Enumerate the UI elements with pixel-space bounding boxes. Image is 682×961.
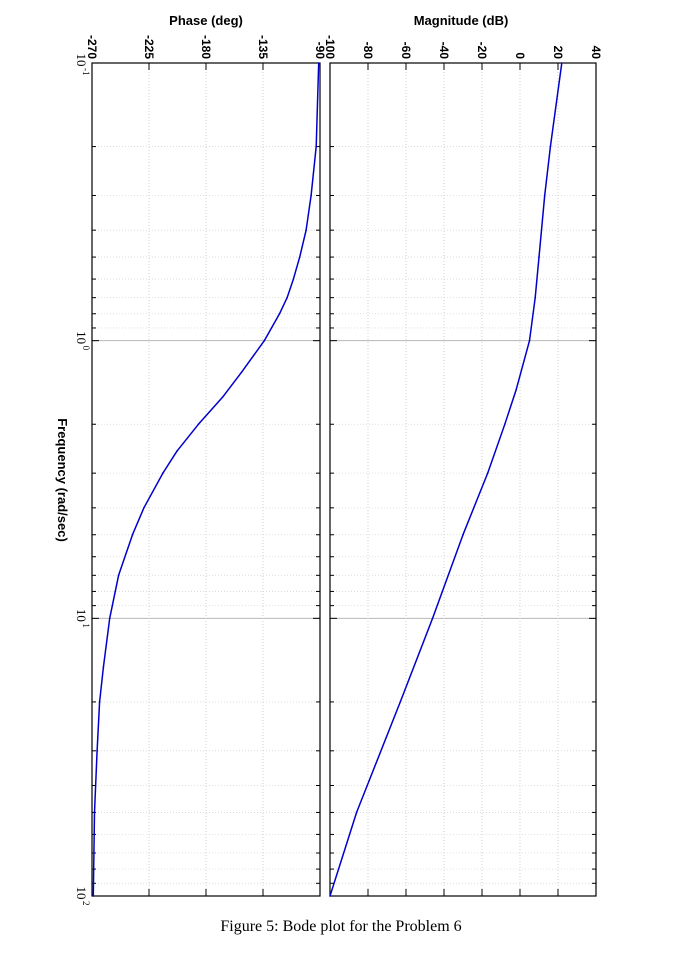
frequency-axis-title: Frequency (rad/sec): [55, 418, 70, 542]
phase-data-point: [286, 296, 288, 299]
phase-data-point: [162, 472, 164, 474]
grid-lines: [91, 62, 597, 897]
magnitude-tick-label: -80: [361, 42, 375, 60]
phase-tick-label: -90: [313, 42, 327, 60]
magnitude-data-point: [329, 895, 331, 897]
frequency-tick-base: 10: [74, 54, 89, 67]
phase-data-point: [131, 533, 134, 536]
magnitude-data-point: [486, 472, 489, 474]
phase-data-point: [317, 62, 320, 64]
phase-data-point: [263, 339, 266, 342]
magnitude-data-point: [534, 296, 536, 299]
data-series: [92, 62, 563, 897]
magnitude-data-point: [528, 339, 531, 342]
magnitude-data-point: [543, 194, 546, 197]
frequency-tick-base: 10: [74, 887, 89, 900]
frequency-tick-label: 101: [74, 609, 91, 628]
phase-data-point: [98, 701, 101, 703]
frequency-tick-exponent: 2: [81, 901, 91, 906]
phase-tick-label: -225: [142, 35, 156, 59]
magnitude-data-point: [504, 423, 506, 426]
phase-data-point: [278, 313, 281, 315]
magnitude-data-point: [515, 388, 517, 391]
magnitude-axis-title: Magnitude (dB): [414, 13, 509, 28]
phase-data-point: [93, 811, 96, 814]
phase-data-point: [292, 278, 295, 280]
magnitude-data-point: [549, 145, 552, 148]
frequency-tick-exponent: 1: [81, 623, 91, 628]
magnitude-tick-label: 20: [551, 46, 565, 60]
magnitude-series-line: [329, 62, 563, 897]
magnitude-data-point: [399, 701, 402, 703]
phase-data-point: [96, 750, 98, 752]
phase-data-point: [298, 256, 301, 258]
magnitude-tick-label: -100: [323, 35, 337, 59]
frequency-tick-label: 100: [74, 331, 91, 351]
frequency-tick-base: 10: [74, 331, 89, 344]
phase-data-point: [176, 450, 178, 453]
figure-caption: Figure 5: Bode plot for the Problem 6: [220, 918, 462, 935]
magnitude-tick-label: 40: [589, 46, 603, 60]
magnitude-tick-label: -60: [399, 42, 413, 60]
phase-data-point: [240, 371, 243, 374]
phase-data-point: [92, 895, 95, 897]
magnitude-data-point: [462, 533, 464, 536]
magnitude-data-point: [538, 256, 540, 258]
phase-data-point: [197, 423, 200, 426]
magnitude-tick-label: 0: [513, 52, 527, 59]
frequency-tick-label: 102: [74, 887, 91, 906]
phase-data-point: [108, 617, 111, 620]
phase-tick-label: -180: [199, 35, 213, 59]
magnitude-plot-frame: [329, 62, 597, 897]
magnitude-tick-label: -20: [475, 42, 489, 60]
magnitude-data-point: [355, 811, 358, 814]
phase-tick-label: -135: [256, 35, 270, 59]
frequency-tick-base: 10: [74, 609, 89, 622]
frequency-tick-exponent: -1: [81, 68, 91, 76]
magnitude-data-point: [431, 617, 434, 620]
phase-axis-title: Phase (deg): [169, 13, 243, 28]
phase-data-point: [310, 194, 312, 197]
phase-data-point: [315, 145, 318, 148]
phase-data-point: [221, 396, 224, 399]
phase-tick-label: -270: [85, 35, 99, 59]
frequency-tick-exponent: 0: [81, 346, 91, 351]
magnitude-tick-label: -40: [437, 42, 451, 60]
phase-data-point: [102, 666, 105, 668]
phase-data-point: [117, 574, 120, 577]
phase-data-point: [305, 229, 307, 231]
phase-data-point: [143, 507, 145, 509]
magnitude-data-point: [561, 62, 563, 64]
frequency-tick-label: 10-1: [74, 54, 91, 76]
tick-labels: -100 -80 -60 -40 -20 0 20 40-270 -225 -180 -135 -90…: [74, 35, 603, 906]
